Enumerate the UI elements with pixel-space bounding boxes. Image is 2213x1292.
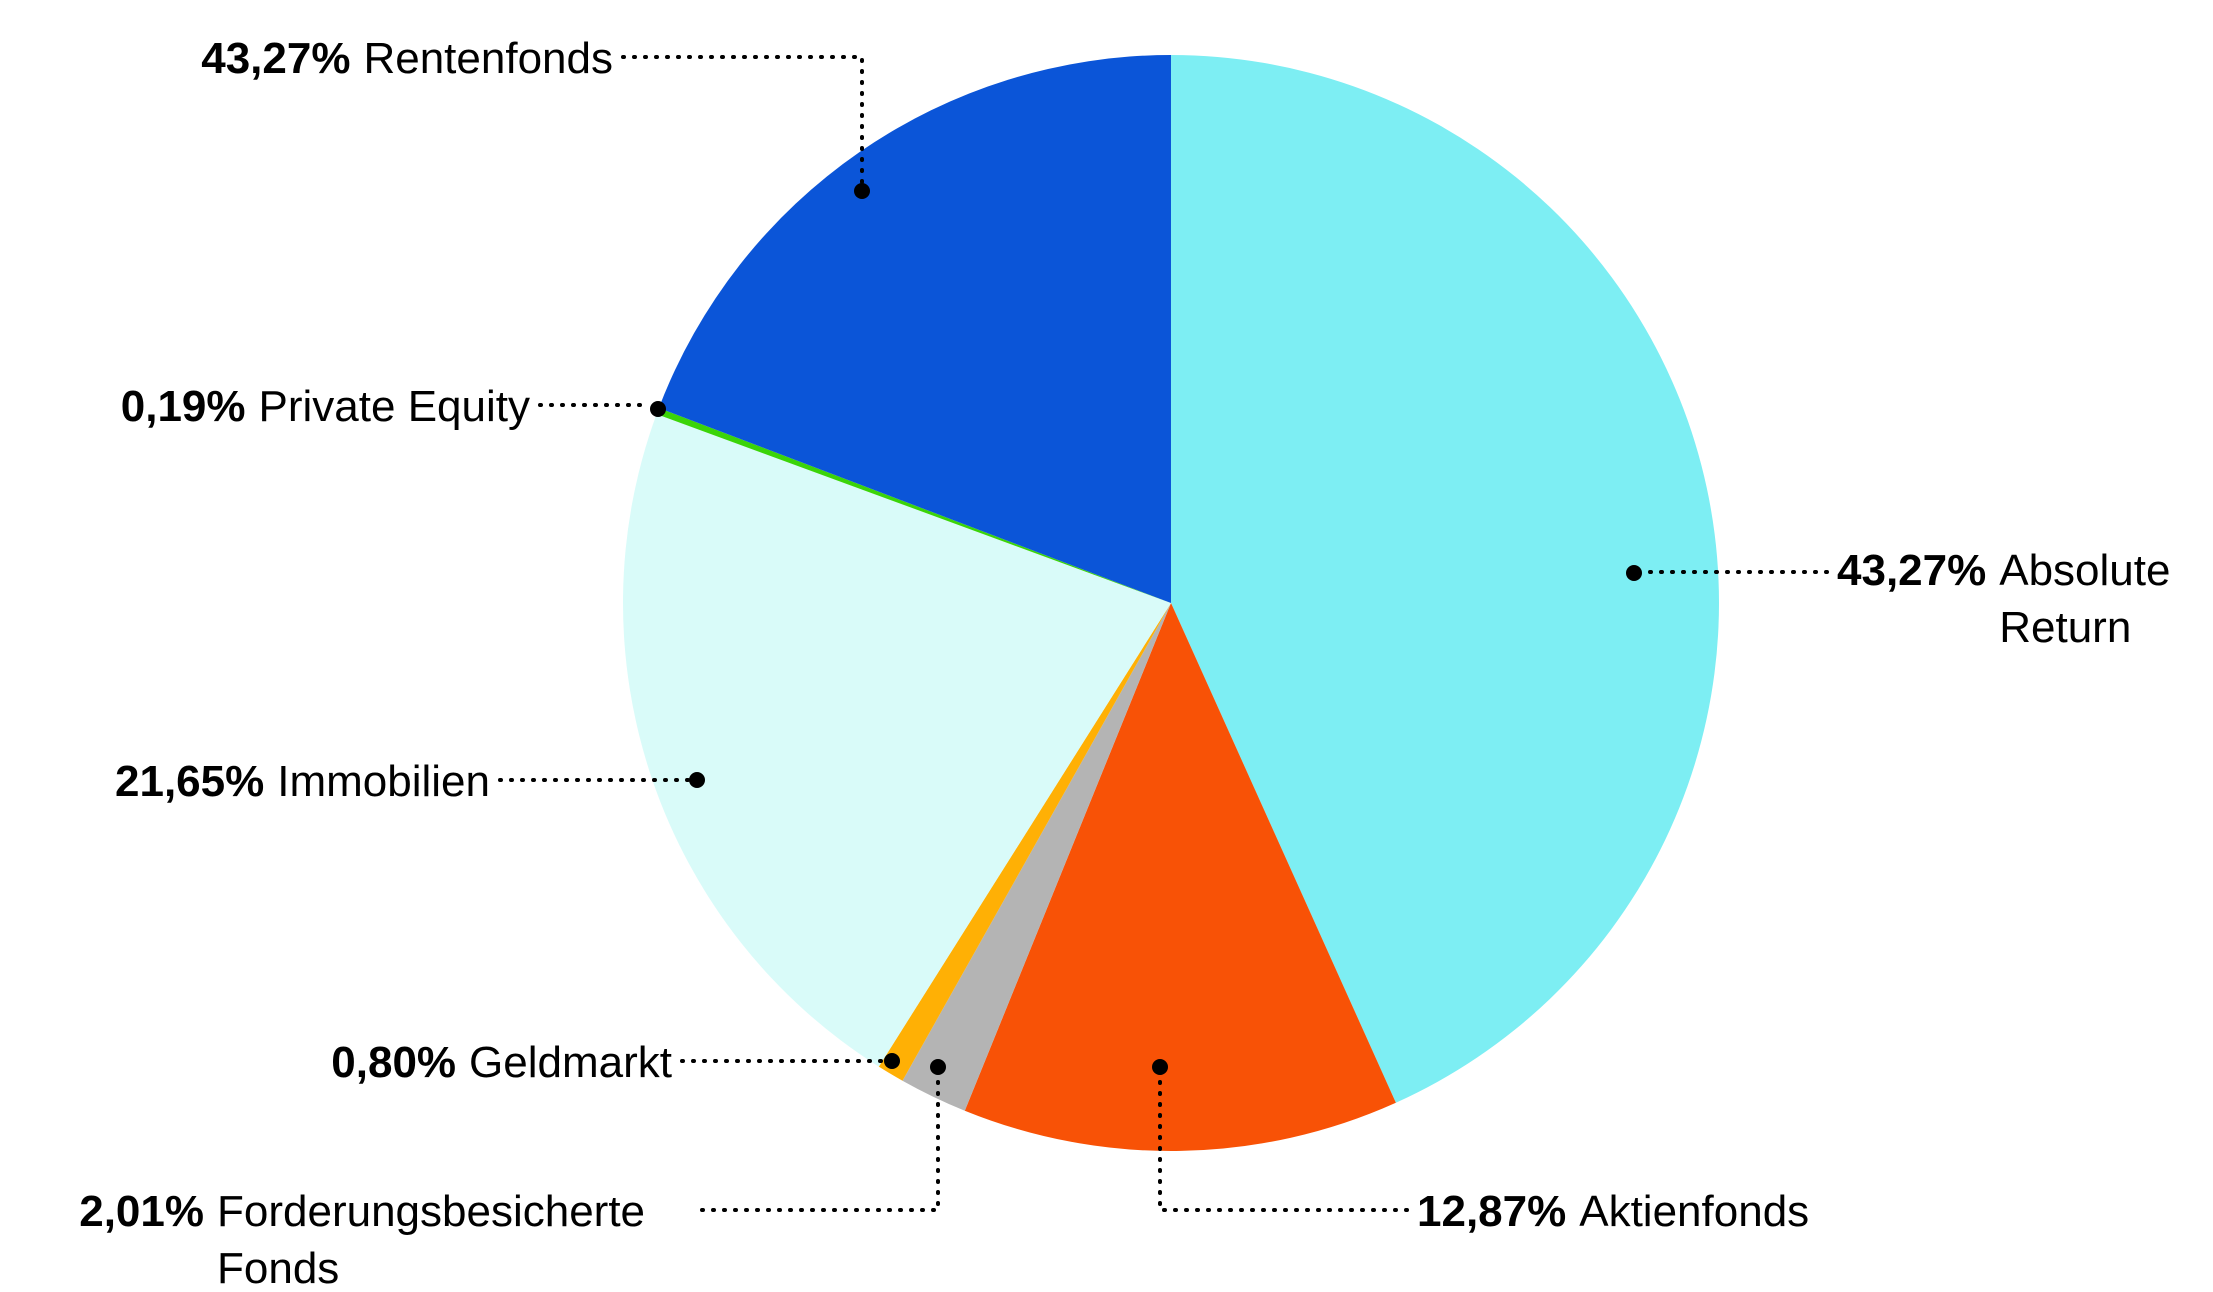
- leader-dot-geldmarkt: [884, 1053, 900, 1069]
- leader-dot-private-equity: [650, 401, 666, 417]
- leader-dot-forderungsbesicherte-fonds: [930, 1059, 946, 1075]
- leader-dot-rentenfonds: [854, 183, 870, 199]
- leader-dot-absolute-return: [1626, 565, 1642, 581]
- leader-dot-immobilien: [689, 772, 705, 788]
- pie-slice-absolute-return: [1171, 55, 1719, 1103]
- leader-line-forderungsbesicherte-fonds: [700, 1076, 940, 1212]
- pie-slice-private-equity: [656, 408, 1171, 603]
- pie-slice-immobilien: [622, 414, 1171, 1067]
- pie-slice-aktienfonds: [964, 603, 1396, 1151]
- leader-line-rentenfonds: [621, 55, 864, 185]
- pie-slice-rentenfonds: [658, 55, 1171, 603]
- pie-slice-geldmarkt: [878, 603, 1171, 1081]
- leader-dot-aktienfonds: [1152, 1059, 1168, 1075]
- pie-slice-forderungsbesicherte-fonds: [902, 603, 1171, 1111]
